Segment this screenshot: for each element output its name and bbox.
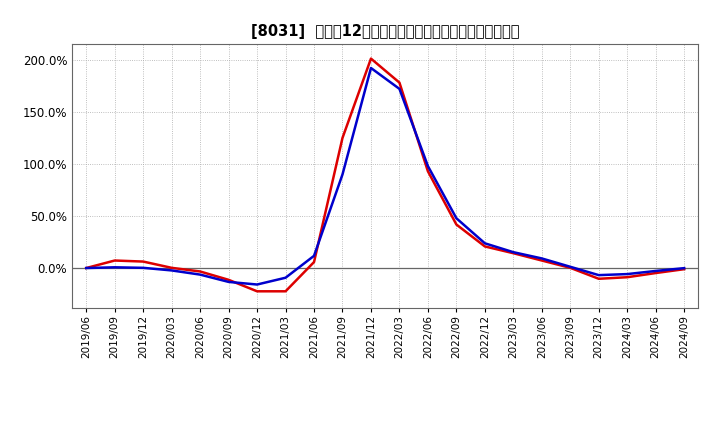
経常利益 bbox=[395, 86, 404, 92]
当期純利益 bbox=[623, 275, 631, 280]
経常利益 bbox=[423, 163, 432, 169]
経常利益 bbox=[509, 249, 518, 255]
経常利益 bbox=[652, 268, 660, 274]
経常利益 bbox=[338, 172, 347, 177]
当期純利益 bbox=[366, 56, 375, 61]
経常利益 bbox=[282, 275, 290, 280]
当期純利益 bbox=[452, 222, 461, 227]
当期純利益 bbox=[282, 289, 290, 294]
当期純利益 bbox=[110, 258, 119, 263]
当期純利益 bbox=[652, 271, 660, 276]
経常利益 bbox=[110, 265, 119, 270]
経常利益 bbox=[167, 268, 176, 273]
当期純利益 bbox=[566, 265, 575, 271]
当期純利益 bbox=[423, 169, 432, 174]
当期純利益 bbox=[480, 244, 489, 249]
経常利益 bbox=[452, 216, 461, 221]
経常利益 bbox=[366, 66, 375, 71]
経常利益 bbox=[623, 271, 631, 277]
経常利益 bbox=[595, 272, 603, 278]
当期純利益 bbox=[139, 259, 148, 264]
当期純利益 bbox=[310, 260, 318, 265]
経常利益 bbox=[566, 264, 575, 269]
Title: [8031]  利益だ12か月移動合計の対前年同期増減率の推移: [8031] 利益だ12か月移動合計の対前年同期増減率の推移 bbox=[251, 24, 519, 39]
当期純利益 bbox=[537, 258, 546, 263]
当期純利益 bbox=[680, 267, 688, 272]
当期純利益 bbox=[338, 135, 347, 140]
当期純利益 bbox=[509, 250, 518, 256]
当期純利益 bbox=[225, 277, 233, 282]
経常利益 bbox=[680, 265, 688, 271]
経常利益 bbox=[310, 253, 318, 258]
当期純利益 bbox=[196, 269, 204, 274]
経常利益 bbox=[253, 282, 261, 287]
当期純利益 bbox=[167, 265, 176, 271]
経常利益 bbox=[82, 265, 91, 271]
当期純利益 bbox=[595, 276, 603, 282]
Line: 当期純利益: 当期純利益 bbox=[86, 59, 684, 291]
経常利益 bbox=[225, 279, 233, 285]
経常利益 bbox=[480, 241, 489, 246]
当期純利益 bbox=[395, 80, 404, 85]
経常利益 bbox=[139, 265, 148, 271]
当期純利益 bbox=[253, 289, 261, 294]
経常利益 bbox=[537, 256, 546, 261]
当期純利益 bbox=[82, 265, 91, 271]
Line: 経常利益: 経常利益 bbox=[86, 68, 684, 285]
経常利益 bbox=[196, 272, 204, 277]
